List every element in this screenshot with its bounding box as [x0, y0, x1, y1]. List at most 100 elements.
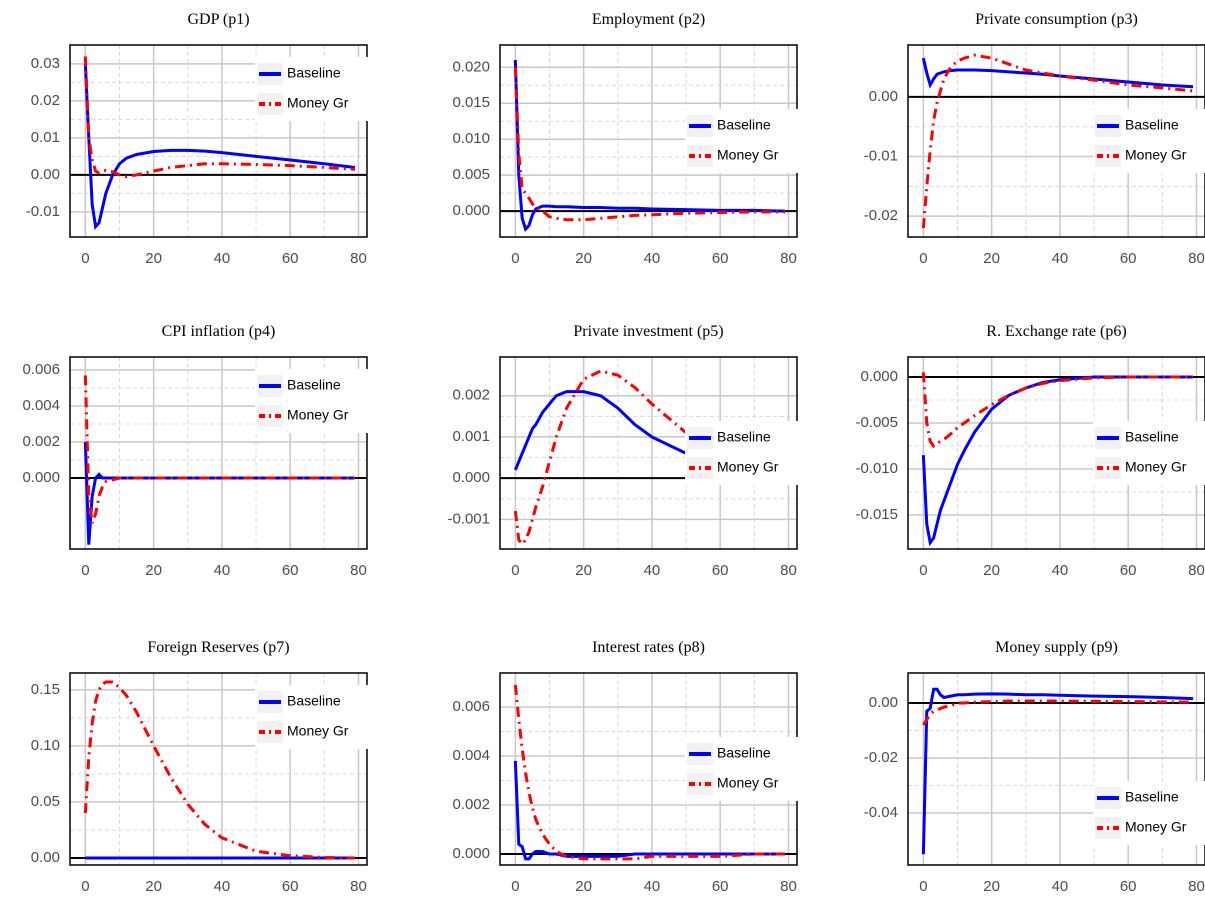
y-tick-label: 0.05 — [31, 793, 60, 810]
y-tick-label: -0.02 — [864, 207, 898, 224]
x-tick-label: 20 — [575, 878, 592, 895]
series-line — [921, 687, 1194, 855]
plot-frame — [907, 672, 1205, 866]
series-line — [513, 390, 786, 480]
x-tick-label: 20 — [983, 562, 1000, 579]
panel-title: Foreign Reserves (p7) — [147, 639, 289, 656]
x-tick-label: 40 — [214, 878, 231, 895]
series-line — [83, 680, 356, 860]
y-tick-label: 0.000 — [860, 368, 898, 385]
panel-title: Employment (p2) — [592, 11, 705, 28]
x-tick-label: 80 — [350, 878, 367, 895]
x-tick-label: 60 — [1120, 878, 1137, 895]
x-tick-label: 0 — [81, 562, 89, 579]
y-tick-label: 0.004 — [22, 397, 60, 414]
panel: Foreign Reserves (p7) 0 20 40 60 80 0.00 0.05 0.… — [31, 639, 377, 895]
y-tick-label: 0.001 — [452, 428, 490, 445]
panel: Employment (p2) 0 20 40 60 80 0.000 0.005 0.010 0… — [452, 11, 807, 267]
y-tick-label: 0.000 — [452, 845, 490, 862]
legend-label: Money Gr — [1125, 819, 1187, 835]
panel: Money supply (p9) 0 20 40 60 80 -0.04 -0.02 0.00… — [864, 639, 1205, 895]
y-tick-label: 0.00 — [869, 694, 898, 711]
y-tick-label: 0.015 — [452, 94, 490, 111]
x-tick-label: 0 — [511, 562, 519, 579]
series-line — [921, 53, 1194, 229]
series-line — [921, 57, 1194, 89]
y-tick-label: -0.005 — [855, 414, 898, 431]
panel-title: GDP (p1) — [187, 11, 249, 28]
legend-label: Baseline — [287, 65, 341, 81]
y-tick-label: 0.10 — [31, 737, 60, 754]
legend: Baseline Money Gr — [255, 369, 377, 433]
panel: CPI inflation (p4) 0 20 40 60 80 0.000 0.002 0.0… — [22, 323, 377, 579]
y-tick-label: 0.000 — [452, 202, 490, 219]
x-tick-label: 60 — [1120, 250, 1137, 267]
series-line — [513, 684, 786, 861]
legend-label: Baseline — [287, 693, 341, 709]
y-tick-label: 0.00 — [31, 166, 60, 183]
y-tick-label: 0.002 — [22, 433, 60, 450]
legend: Baseline Money Gr — [685, 421, 807, 485]
series-line — [513, 67, 786, 222]
series-line — [83, 375, 356, 524]
x-tick-label: 40 — [1052, 562, 1069, 579]
y-tick-label: 0.03 — [31, 55, 60, 72]
x-tick-label: 60 — [282, 878, 299, 895]
legend-label: Money Gr — [717, 147, 779, 163]
y-tick-label: 0.010 — [452, 130, 490, 147]
x-tick-label: 0 — [511, 878, 519, 895]
x-tick-label: 60 — [282, 562, 299, 579]
y-tick-label: 0.002 — [452, 387, 490, 404]
x-tick-label: 20 — [145, 250, 162, 267]
legend: Baseline Money Gr — [685, 109, 807, 173]
x-tick-label: 80 — [1188, 250, 1205, 267]
x-tick-label: 60 — [712, 562, 729, 579]
legend: Baseline Money Gr — [1093, 421, 1205, 485]
series-line — [513, 369, 786, 547]
x-tick-label: 0 — [919, 878, 927, 895]
series-line — [513, 60, 786, 232]
legend-label: Baseline — [717, 117, 771, 133]
panel: Private investment (p5) 0 20 40 60 80 -0.001 0.… — [447, 323, 807, 579]
legend-label: Baseline — [1125, 429, 1179, 445]
panel-title: Private investment (p5) — [573, 323, 723, 340]
panel-title: Interest rates (p8) — [592, 639, 705, 656]
x-tick-label: 60 — [282, 250, 299, 267]
x-tick-label: 80 — [780, 250, 797, 267]
y-tick-label: 0.02 — [31, 92, 60, 109]
y-tick-label: 0.006 — [452, 698, 490, 715]
panel: GDP (p1) 0 20 40 60 80 -0.01 0.00 0.01 0.02 0.03 Ba… — [26, 11, 377, 267]
y-tick-label: 0.004 — [452, 747, 490, 764]
y-tick-label: 0.000 — [22, 469, 60, 486]
y-tick-label: 0.002 — [452, 796, 490, 813]
y-tick-label: 0.15 — [31, 681, 60, 698]
x-tick-label: 0 — [81, 250, 89, 267]
plot-frame — [69, 356, 368, 550]
legend-label: Money Gr — [287, 407, 349, 423]
legend: Baseline Money Gr — [685, 737, 807, 801]
series-line — [922, 699, 1194, 726]
legend-label: Money Gr — [717, 775, 779, 791]
x-tick-label: 20 — [983, 878, 1000, 895]
x-tick-label: 80 — [780, 878, 797, 895]
y-tick-label: 0.000 — [452, 469, 490, 486]
x-tick-label: 20 — [575, 562, 592, 579]
y-tick-label: -0.01 — [26, 203, 60, 220]
legend-label: Money Gr — [1125, 147, 1187, 163]
panel: Private consumption (p3) 0 20 40 60 80 -0.02 -0… — [864, 11, 1205, 267]
x-tick-label: 40 — [1052, 250, 1069, 267]
x-tick-label: 20 — [575, 250, 592, 267]
legend: Baseline Money Gr — [1093, 109, 1205, 173]
panel-title: R. Exchange rate (p6) — [986, 323, 1126, 340]
x-tick-label: 80 — [1188, 878, 1205, 895]
y-tick-label: 0.00 — [869, 88, 898, 105]
panel-title: CPI inflation (p4) — [162, 323, 276, 340]
plot-frame — [69, 672, 368, 866]
y-tick-label: 0.005 — [452, 166, 490, 183]
y-tick-label: 0.006 — [22, 361, 60, 378]
y-tick-label: -0.04 — [864, 804, 898, 821]
y-tick-label: -0.015 — [855, 506, 898, 523]
x-tick-label: 80 — [780, 562, 797, 579]
series-line — [921, 372, 1194, 449]
